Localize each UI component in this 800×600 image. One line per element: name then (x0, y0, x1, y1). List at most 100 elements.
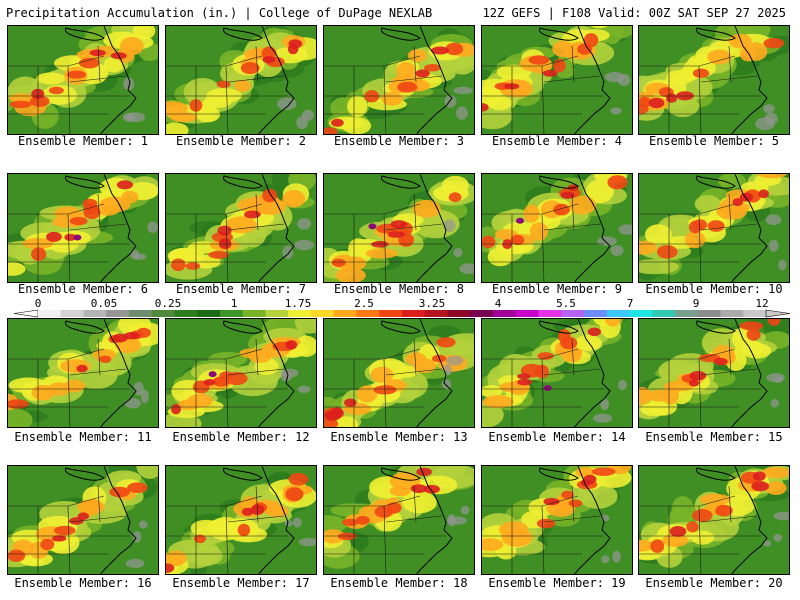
light-precip-patch (762, 540, 772, 547)
coastline (416, 174, 453, 282)
precip-blob (166, 563, 175, 573)
great-lakes-outline (696, 27, 736, 41)
precip-field-map (166, 319, 316, 427)
state-border (67, 213, 71, 282)
precip-blob (99, 355, 112, 363)
precip-blob (136, 327, 151, 338)
state-border (225, 358, 229, 427)
precip-blob (394, 365, 419, 378)
light-precip-patch (147, 221, 158, 233)
color-swatch (515, 310, 539, 317)
precip-field-map (639, 319, 789, 427)
precip-blob (127, 482, 148, 493)
state-border (67, 65, 71, 134)
precip-field-map (8, 319, 158, 427)
ensemble-member-caption: Ensemble Member: 13 (330, 430, 468, 444)
precip-blob (553, 203, 570, 216)
precip-blob (402, 491, 437, 514)
precip-field-map (639, 26, 789, 134)
precip-blob (31, 385, 55, 401)
precip-blob (590, 26, 609, 29)
state-border (571, 485, 575, 523)
precip-blob (203, 379, 216, 386)
precip-blob (209, 516, 242, 541)
precip-blob (672, 496, 694, 520)
color-swatch (697, 310, 721, 317)
great-lakes-outline (223, 467, 263, 481)
precip-blob (294, 319, 316, 334)
color-swatch (83, 310, 107, 317)
scale-tick-label: 5.5 (556, 297, 576, 310)
precip-blob (586, 179, 614, 204)
coastline (416, 26, 453, 134)
ensemble-member-caption: Ensemble Member: 5 (648, 134, 780, 148)
coastline (731, 466, 768, 574)
precip-blob (724, 202, 751, 213)
figure-title: Precipitation Accumulation (in.) | Colle… (6, 6, 433, 20)
precip-blob (89, 49, 106, 57)
state-border (728, 193, 732, 231)
precip-blob (334, 416, 359, 427)
precip-blob (371, 241, 389, 248)
precip-blob (166, 550, 187, 567)
ensemble-member-caption: Ensemble Member: 10 (645, 282, 783, 296)
precip-blob (248, 350, 272, 363)
light-precip-patch (765, 214, 782, 225)
precip-blob (119, 36, 144, 56)
state-border (700, 223, 758, 231)
precip-blob (561, 348, 582, 363)
precip-blob (76, 364, 88, 373)
ensemble-member-map (481, 318, 633, 428)
precip-blob (335, 267, 366, 282)
ensemble-member-map (481, 25, 633, 135)
precip-blob (692, 219, 708, 231)
precip-blob (255, 198, 286, 215)
precip-blob (543, 498, 560, 506)
ensemble-member-map (638, 465, 790, 575)
precip-blob (448, 192, 462, 203)
ensemble-member-map (323, 173, 475, 283)
light-precip-patch (770, 398, 779, 408)
precip-blob (482, 86, 503, 107)
state-border (543, 515, 601, 523)
great-lakes-outline (539, 467, 579, 481)
great-lakes-outline (539, 175, 579, 189)
ensemble-member-caption: Ensemble Member: 20 (645, 576, 783, 590)
precip-blob (604, 319, 622, 327)
precip-blob (739, 192, 754, 202)
great-lakes-outline (381, 175, 421, 189)
state-border (541, 505, 545, 574)
precip-blob (534, 364, 549, 379)
light-precip-patch (123, 77, 135, 91)
ensemble-member-caption: Ensemble Member: 14 (488, 430, 626, 444)
light-precip-patch (453, 247, 463, 258)
precip-blob (8, 549, 26, 562)
precip-blob (542, 69, 558, 77)
color-swatch (220, 310, 244, 317)
precip-blob (381, 92, 403, 106)
color-swatch (60, 310, 84, 317)
scale-tick-label: 1.75 (284, 297, 312, 310)
precip-blob (639, 96, 651, 108)
precip-blob (552, 40, 575, 58)
ensemble-member-caption: Ensemble Member: 9 (491, 282, 623, 296)
light-precip-patch (763, 104, 775, 114)
precip-blob (355, 515, 370, 525)
precip-blob (195, 106, 221, 123)
light-precip-patch (284, 520, 293, 527)
ensemble-member-caption: Ensemble Member: 3 (333, 134, 465, 148)
color-swatch (538, 310, 562, 317)
scale-tick-label: 9 (692, 297, 700, 310)
light-precip-patch (293, 517, 302, 528)
state-border (700, 75, 758, 83)
state-border (700, 515, 758, 523)
precip-blob (746, 328, 761, 341)
precip-blob (499, 521, 529, 538)
precip-blob (742, 343, 772, 359)
precip-blob (344, 398, 357, 407)
precip-blob (324, 529, 346, 544)
precip-field-map (8, 466, 158, 574)
scale-tick-label: 0 (34, 297, 42, 310)
precip-blob (63, 379, 86, 393)
precip-blob (761, 467, 789, 479)
